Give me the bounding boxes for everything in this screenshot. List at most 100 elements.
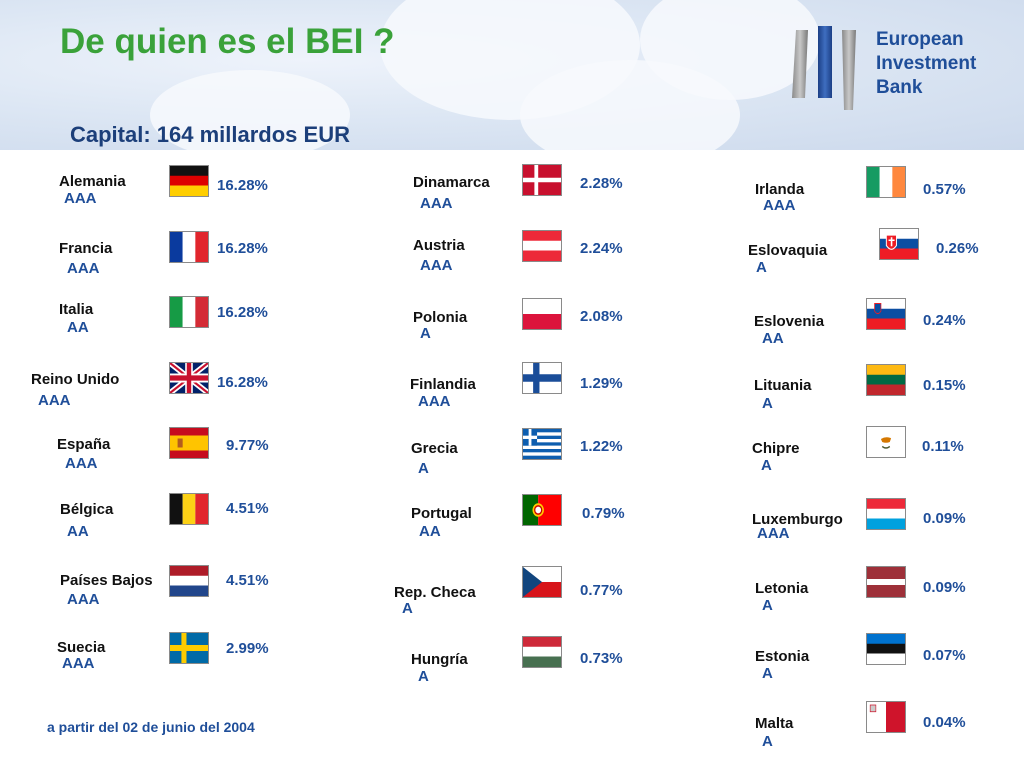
credit-rating-pt: AA <box>419 523 441 540</box>
flag-ie-icon <box>866 166 906 198</box>
credit-rating-gr: A <box>418 460 429 477</box>
country-name-se: Suecia <box>57 639 106 656</box>
eib-logo-icon <box>792 26 856 110</box>
credit-rating-fr: AAA <box>67 260 100 277</box>
flag-gr-icon <box>522 428 562 460</box>
flag-dk-icon <box>522 164 562 196</box>
capital-share-dk: 2.28% <box>580 175 623 192</box>
capital-share-gb: 16.28% <box>217 374 268 391</box>
flag-mt-icon <box>866 701 906 733</box>
flag-lv-icon <box>866 566 906 598</box>
credit-rating-es: AAA <box>65 455 98 472</box>
capital-share-be: 4.51% <box>226 500 269 517</box>
country-name-gb: Reino Unido <box>31 371 120 388</box>
capital-share-sk: 0.26% <box>936 240 979 257</box>
capital-share-cz: 0.77% <box>580 582 623 599</box>
country-name-ie: Irlanda <box>755 181 805 198</box>
flag-cy-icon <box>866 426 906 458</box>
credit-rating-de: AAA <box>64 190 97 207</box>
flag-nl-icon <box>169 565 209 597</box>
country-name-dk: Dinamarca <box>413 174 490 191</box>
capital-share-fi: 1.29% <box>580 375 623 392</box>
capital-share-pt: 0.79% <box>582 505 625 522</box>
country-name-sk: Eslovaquia <box>748 242 828 259</box>
flag-fr-icon <box>169 231 209 263</box>
credit-rating-at: AAA <box>420 257 453 274</box>
flag-pt-icon <box>522 494 562 526</box>
capital-share-si: 0.24% <box>923 312 966 329</box>
country-name-mt: Malta <box>755 715 794 732</box>
flag-fi-icon <box>522 362 562 394</box>
capital-share-lt: 0.15% <box>923 377 966 394</box>
logo-line: Bank <box>876 77 923 98</box>
map-land-decoration <box>640 0 820 100</box>
logo-line: European <box>876 29 964 50</box>
country-name-lu: Luxemburgo <box>752 511 843 528</box>
credit-rating-lv: A <box>762 597 773 614</box>
credit-rating-lu: AAA <box>757 525 790 542</box>
country-name-gr: Grecia <box>411 440 458 457</box>
credit-rating-be: AA <box>67 523 89 540</box>
credit-rating-ie: AAA <box>763 197 796 214</box>
capital-share-lu: 0.09% <box>923 510 966 527</box>
capital-share-hu: 0.73% <box>580 650 623 667</box>
capital-share-es: 9.77% <box>226 437 269 454</box>
flag-ee-icon <box>866 633 906 665</box>
capital-share-mt: 0.04% <box>923 714 966 731</box>
country-name-lv: Letonia <box>755 580 809 597</box>
country-name-hu: Hungría <box>411 651 468 668</box>
credit-rating-cy: A <box>761 457 772 474</box>
capital-share-ie: 0.57% <box>923 181 966 198</box>
credit-rating-ee: A <box>762 665 773 682</box>
flag-be-icon <box>169 493 209 525</box>
flag-cz-icon <box>522 566 562 598</box>
flag-it-icon <box>169 296 209 328</box>
capital-share-fr: 16.28% <box>217 240 268 257</box>
capital-share-ee: 0.07% <box>923 647 966 664</box>
credit-rating-dk: AAA <box>420 195 453 212</box>
flag-lu-icon <box>866 498 906 530</box>
map-land-decoration <box>150 70 350 150</box>
country-name-fi: Finlandia <box>410 376 476 393</box>
country-name-de: Alemania <box>59 173 126 190</box>
credit-rating-nl: AAA <box>67 591 100 608</box>
capital-share-at: 2.24% <box>580 240 623 257</box>
credit-rating-mt: A <box>762 733 773 750</box>
flag-lt-icon <box>866 364 906 396</box>
credit-rating-cz: A <box>402 600 413 617</box>
credit-rating-hu: A <box>418 668 429 685</box>
country-name-lt: Lituania <box>754 377 812 394</box>
country-name-pt: Portugal <box>411 505 472 522</box>
capital-share-pl: 2.08% <box>580 308 623 325</box>
country-name-es: España <box>57 436 111 453</box>
capital-share-de: 16.28% <box>217 177 268 194</box>
country-name-si: Eslovenia <box>754 313 825 330</box>
credit-rating-se: AAA <box>62 655 95 672</box>
country-name-cz: Rep. Checa <box>394 584 476 601</box>
country-name-fr: Francia <box>59 240 113 257</box>
country-name-it: Italia <box>59 301 94 318</box>
country-name-nl: Países Bajos <box>60 572 153 589</box>
flag-sk-icon <box>879 228 919 260</box>
credit-rating-si: AA <box>762 330 784 347</box>
capital-share-se: 2.99% <box>226 640 269 657</box>
flag-at-icon <box>522 230 562 262</box>
country-name-cy: Chipre <box>752 440 800 457</box>
page-title: De quien es el BEI ? <box>60 22 395 61</box>
country-name-pl: Polonia <box>413 309 468 326</box>
flag-pl-icon <box>522 298 562 330</box>
capital-share-cy: 0.11% <box>922 438 964 455</box>
capital-share-lv: 0.09% <box>923 579 966 596</box>
capital-share-gr: 1.22% <box>580 438 623 455</box>
country-name-be: Bélgica <box>60 501 114 518</box>
footnote-date: a partir del 02 de junio del 2004 <box>47 719 255 735</box>
credit-rating-sk: A <box>756 259 767 276</box>
flag-hu-icon <box>522 636 562 668</box>
flag-gb-icon <box>169 362 209 394</box>
country-name-ee: Estonia <box>755 648 810 665</box>
flag-es-icon <box>169 427 209 459</box>
logo-line: Investment <box>876 53 977 74</box>
credit-rating-lt: A <box>762 395 773 412</box>
credit-rating-fi: AAA <box>418 393 451 410</box>
flag-si-icon <box>866 298 906 330</box>
